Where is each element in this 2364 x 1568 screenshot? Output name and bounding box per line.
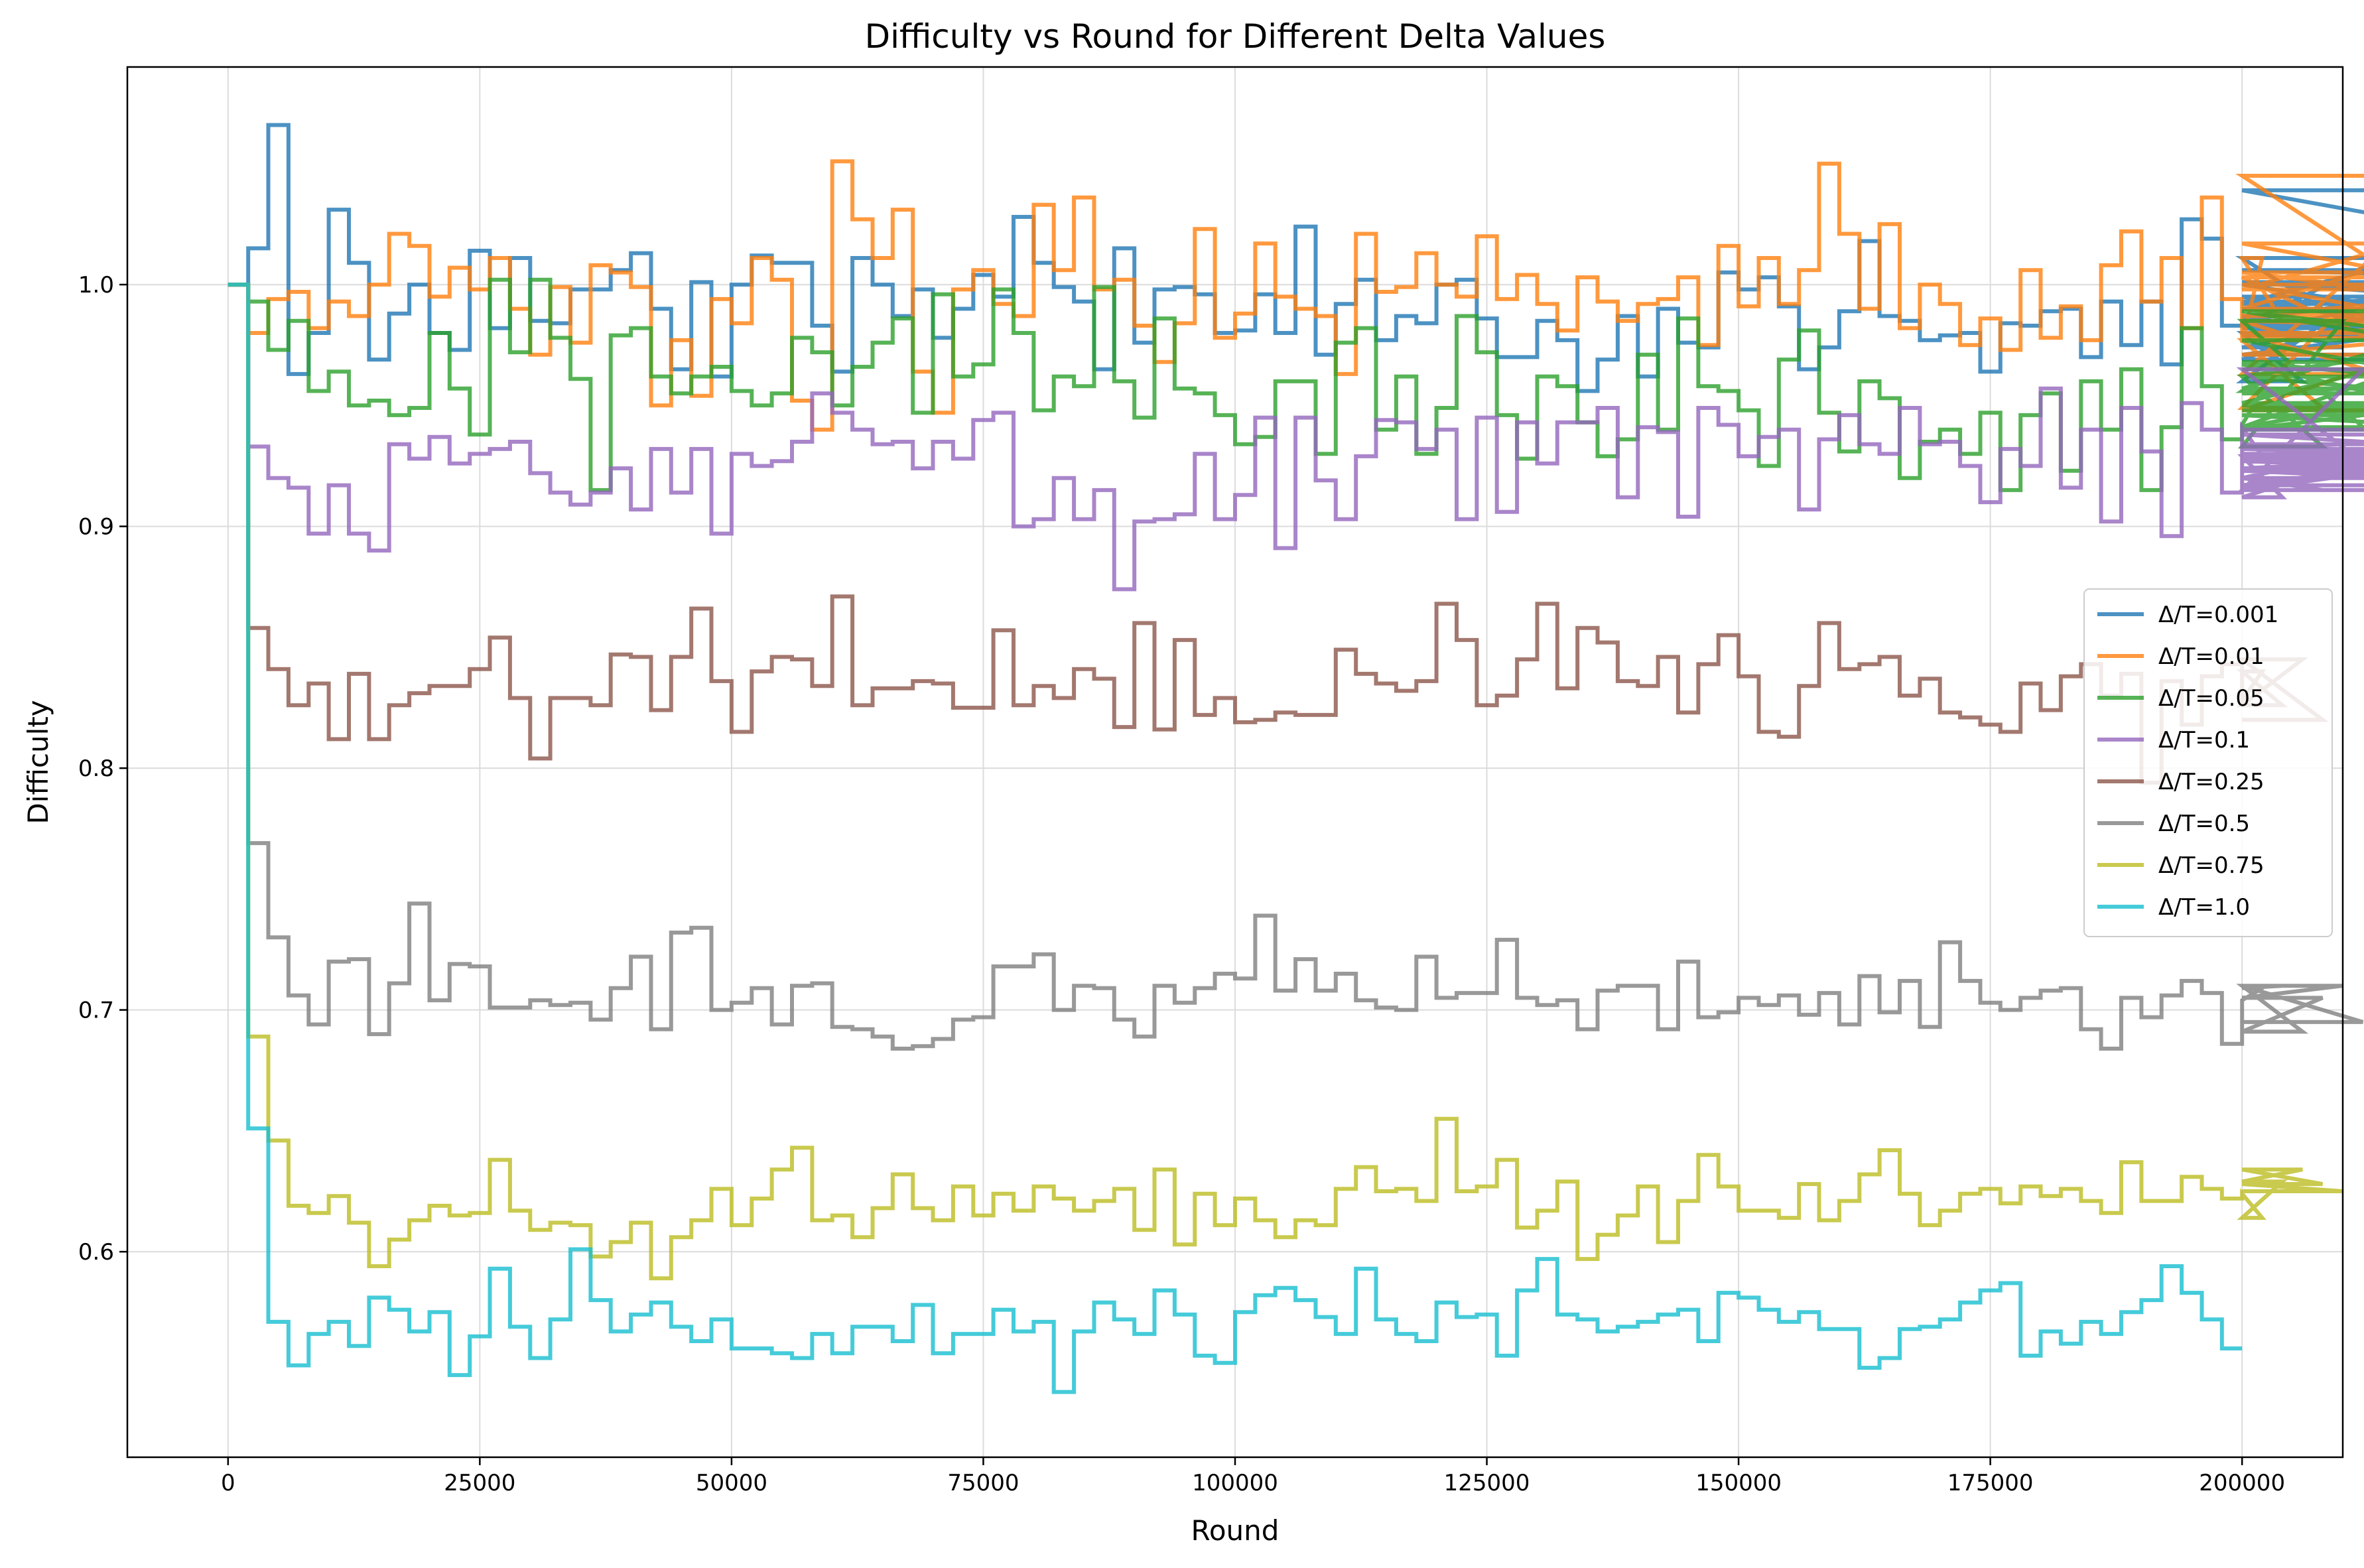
legend-label: Δ/T=0.75 [2158,852,2265,879]
series-line-5 [228,283,2364,1051]
y-tick-label: 0.6 [78,1239,114,1266]
x-tick-label: 50000 [696,1470,767,1496]
y-tick-label: 1.0 [78,272,114,298]
y-axis: 0.6 0.7 0.8 0.9 1.0 [78,272,127,1266]
legend-label: Δ/T=0.25 [2158,769,2265,795]
x-tick-label: 100000 [1192,1470,1278,1496]
legend-box [2083,588,2333,937]
grid [127,67,2343,1457]
legend-label: Δ/T=0.01 [2158,643,2265,670]
chart-title: Difficulty vs Round for Different Delta … [865,17,1606,56]
y-tick-label: 0.8 [78,755,114,782]
x-tick-label: 175000 [1947,1470,2034,1496]
legend-label: Δ/T=0.001 [2158,602,2278,628]
x-tick-label: 0 [221,1470,235,1496]
x-tick-label: 75000 [947,1470,1019,1496]
x-tick-label: 125000 [1444,1470,1530,1496]
legend: Δ/T=0.001 Δ/T=0.01 Δ/T=0.05 Δ/T=0.1 Δ/T=0.25… [2083,588,2333,937]
series-line-3 [228,283,2364,592]
legend-label: Δ/T=0.5 [2158,811,2250,837]
series-line-7 [228,283,2243,1394]
series-line-4 [228,283,2329,785]
series-line-6 [228,283,2343,1281]
x-tick-label: 200000 [2199,1470,2285,1496]
y-tick-label: 0.7 [78,998,114,1024]
legend-label: Δ/T=0.1 [2158,727,2250,753]
x-axis: 0 25000 50000 75000 100000 125000 150000 175000… [221,1457,2285,1496]
series-group [228,123,2364,1394]
x-tick-label: 25000 [444,1470,515,1496]
legend-label: Δ/T=0.05 [2158,685,2265,712]
y-axis-title: Difficulty [22,700,54,824]
x-tick-label: 150000 [1695,1470,1782,1496]
x-axis-title: Round [1191,1514,1280,1547]
legend-label: Δ/T=1.0 [2158,894,2250,921]
y-tick-label: 0.9 [78,514,114,541]
